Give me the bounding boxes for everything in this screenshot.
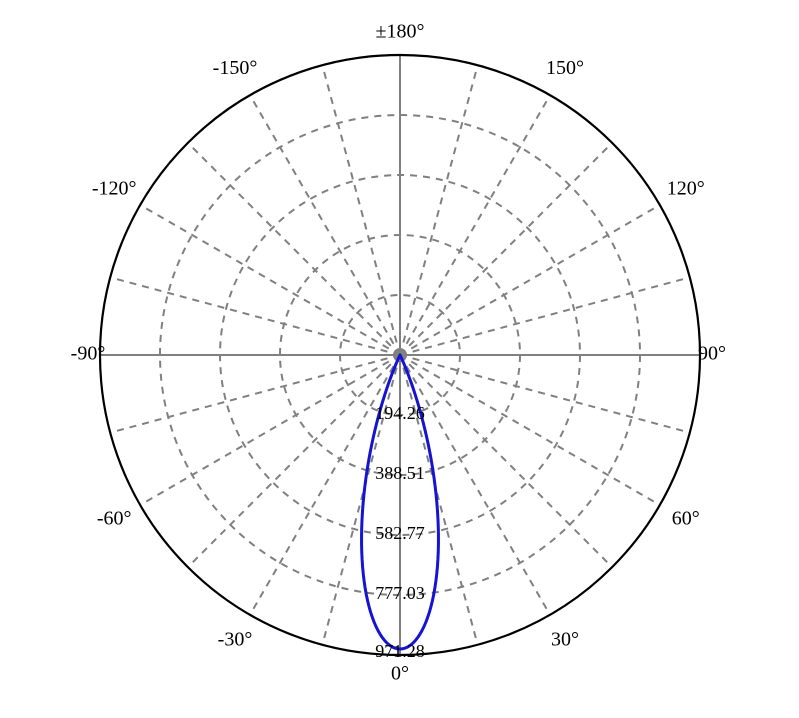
angle-tick-label: -90° — [71, 343, 106, 365]
radial-tick-label: 194.26 — [375, 403, 425, 423]
radial-tick-label: 582.77 — [375, 523, 425, 543]
angle-tick-label: 0° — [391, 663, 409, 685]
angle-tick-label: -60° — [97, 508, 132, 530]
angle-tick-label: 30° — [551, 628, 579, 650]
angle-tick-label: ±180° — [376, 21, 425, 43]
radial-tick-label: 388.51 — [375, 463, 425, 483]
angle-tick-label: -120° — [92, 178, 137, 200]
angle-tick-label: -150° — [213, 57, 258, 79]
angle-tick-label: 90° — [698, 343, 726, 365]
angle-tick-label: 150° — [546, 57, 584, 79]
radial-tick-label: 971.28 — [375, 641, 425, 661]
angle-tick-label: -30° — [218, 628, 253, 650]
angle-tick-label: 120° — [667, 178, 705, 200]
angle-tick-label: 60° — [672, 508, 700, 530]
radial-tick-label: 777.03 — [375, 583, 425, 603]
